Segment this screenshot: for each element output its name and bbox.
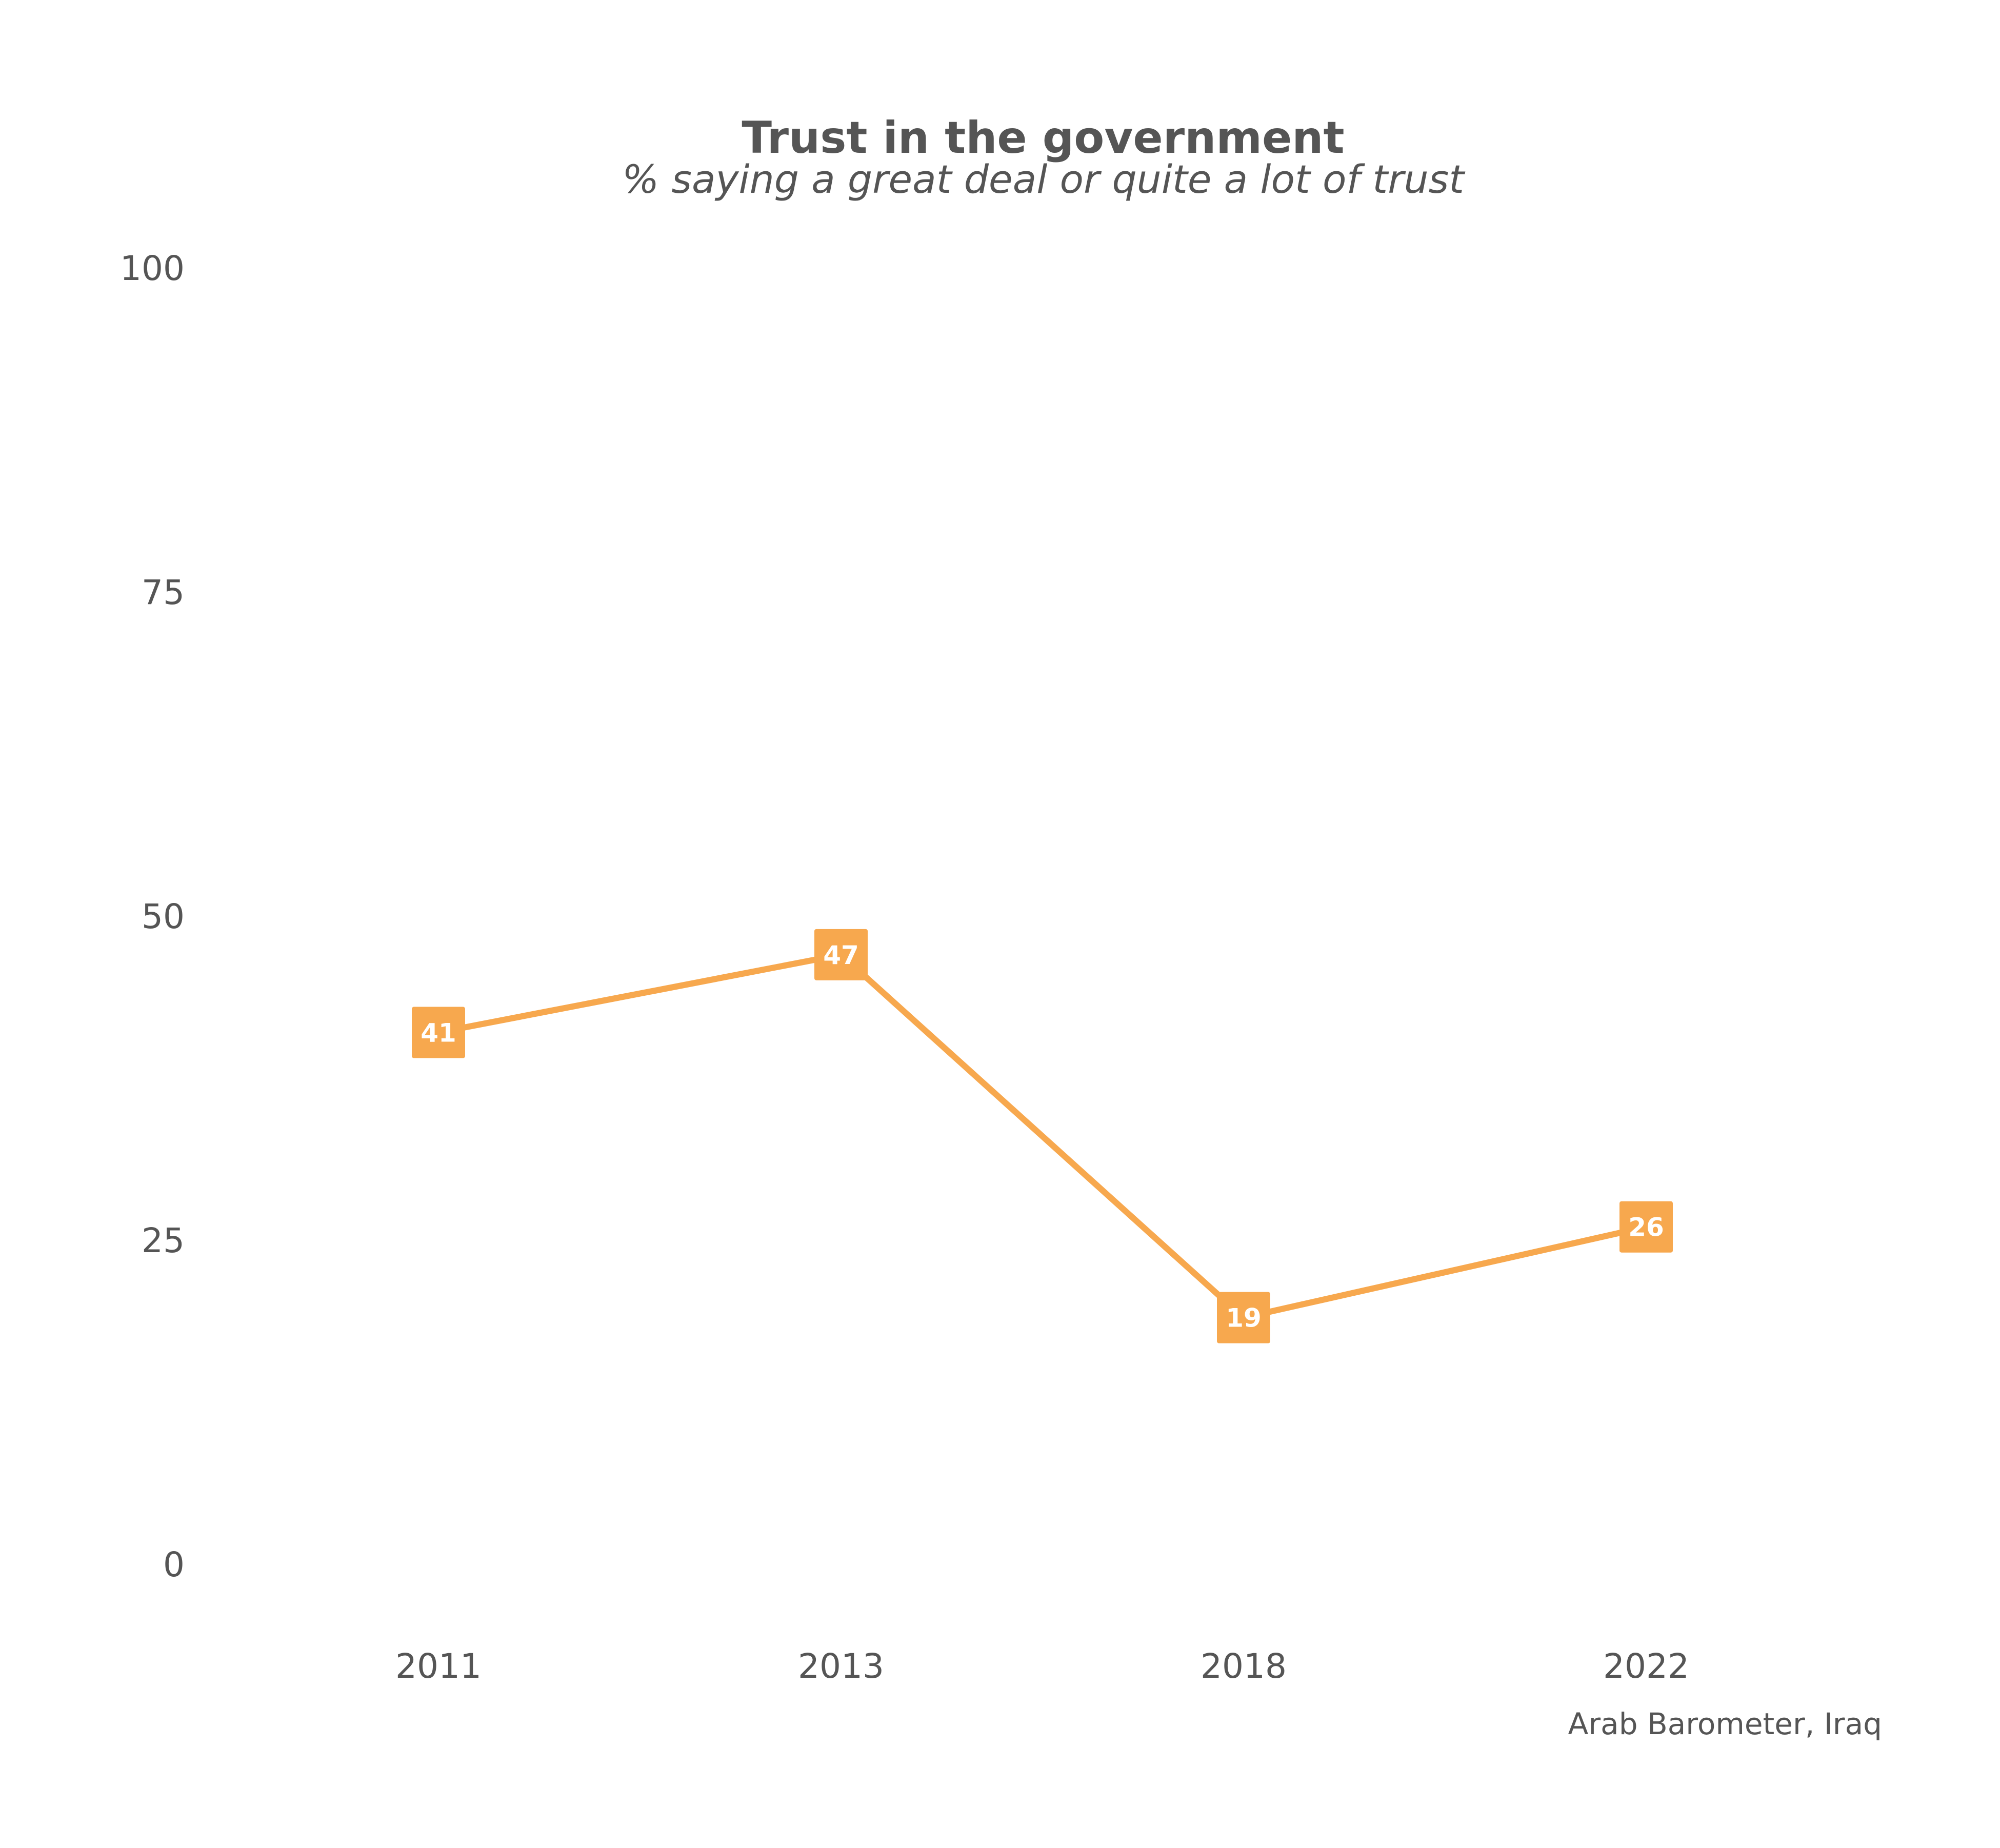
- y-tick-label: 75: [142, 573, 185, 612]
- y-tick-label: 100: [120, 249, 185, 288]
- series-layer: [435, 951, 1649, 1321]
- data-label: 19: [1226, 1303, 1262, 1333]
- data-point-marker: [412, 1007, 465, 1058]
- y-axis: 0 25 50 75 100: [120, 249, 185, 1584]
- data-point-marker: [1619, 1201, 1673, 1253]
- chart-subtitle: % saying a great deal or quite a lot of …: [622, 156, 1466, 202]
- data-point-marker: [1217, 1292, 1270, 1343]
- x-axis: 2011 2013 2018 2022: [395, 1646, 1689, 1686]
- chart-caption: Arab Barometer, Iraq: [1568, 1706, 1882, 1741]
- x-tick-label: 2022: [1603, 1646, 1689, 1686]
- chart-title: Trust in the government: [742, 112, 1344, 164]
- series-line: [435, 951, 1649, 1321]
- x-tick-label: 2011: [395, 1646, 482, 1686]
- data-label: 47: [823, 940, 859, 970]
- x-tick-label: 2018: [1201, 1646, 1287, 1686]
- data-point-marker: [814, 929, 868, 980]
- y-tick-label: 25: [142, 1221, 185, 1260]
- data-label: 26: [1628, 1213, 1664, 1242]
- data-label: 41: [421, 1018, 456, 1048]
- y-tick-label: 50: [142, 897, 185, 936]
- data-label-layer: 41 47 19 26: [412, 929, 1673, 1343]
- y-tick-label: 0: [163, 1545, 185, 1584]
- x-tick-label: 2013: [798, 1646, 884, 1686]
